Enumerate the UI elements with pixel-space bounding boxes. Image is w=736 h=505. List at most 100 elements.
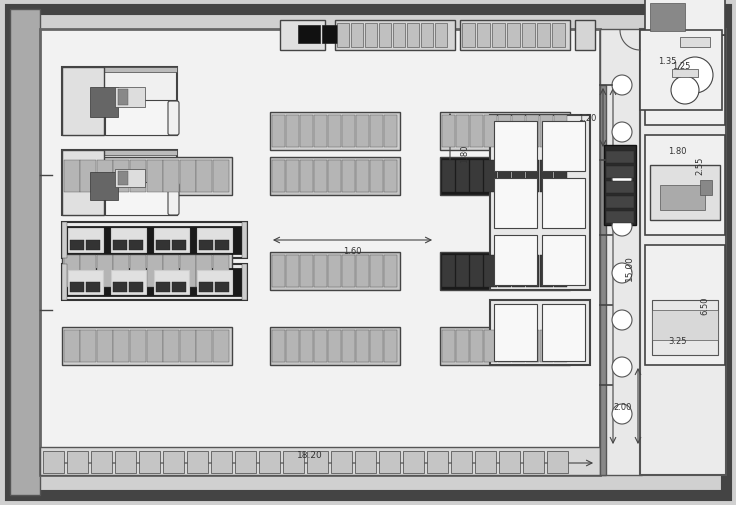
Bar: [542, 235, 585, 285]
Bar: [600, 30, 642, 475]
Bar: [113, 161, 129, 192]
Bar: [700, 181, 712, 195]
Bar: [379, 451, 400, 473]
Bar: [199, 282, 213, 292]
Bar: [196, 161, 212, 192]
Bar: [650, 4, 685, 32]
Bar: [542, 179, 585, 229]
Bar: [118, 172, 128, 186]
Bar: [180, 330, 196, 362]
Bar: [70, 240, 84, 250]
Bar: [522, 24, 535, 48]
Bar: [300, 256, 313, 287]
Bar: [62, 252, 232, 290]
Bar: [115, 88, 145, 108]
Text: 3.25: 3.25: [668, 336, 687, 345]
Bar: [335, 21, 455, 51]
Bar: [300, 116, 313, 147]
Bar: [356, 161, 369, 192]
Bar: [554, 116, 567, 147]
Bar: [156, 282, 170, 292]
Bar: [499, 451, 520, 473]
Bar: [115, 170, 145, 188]
Bar: [484, 330, 497, 362]
Bar: [314, 161, 327, 192]
Bar: [163, 161, 179, 192]
Bar: [154, 271, 189, 294]
Bar: [118, 90, 128, 106]
Bar: [314, 116, 327, 147]
Bar: [64, 330, 80, 362]
Bar: [379, 24, 391, 48]
Bar: [270, 327, 400, 365]
Bar: [97, 330, 113, 362]
Bar: [328, 256, 341, 287]
Bar: [130, 330, 146, 362]
Bar: [470, 256, 483, 287]
Bar: [470, 116, 483, 147]
Bar: [196, 256, 212, 287]
Bar: [62, 223, 67, 259]
Bar: [507, 24, 520, 48]
Bar: [328, 161, 341, 192]
FancyBboxPatch shape: [168, 184, 179, 216]
Circle shape: [612, 264, 632, 283]
Bar: [512, 256, 525, 287]
Bar: [650, 166, 720, 221]
Bar: [606, 196, 634, 209]
Bar: [427, 451, 448, 473]
Bar: [606, 212, 634, 224]
Bar: [242, 223, 247, 259]
Bar: [526, 161, 539, 192]
Bar: [442, 256, 455, 287]
Bar: [147, 161, 163, 192]
Bar: [65, 227, 244, 255]
Bar: [370, 116, 383, 147]
Bar: [259, 451, 280, 473]
Bar: [542, 305, 585, 361]
Bar: [512, 116, 525, 147]
Bar: [113, 330, 129, 362]
Bar: [43, 451, 64, 473]
Bar: [68, 271, 103, 294]
Bar: [498, 256, 511, 287]
Bar: [442, 330, 455, 362]
Text: 1.35: 1.35: [658, 57, 676, 65]
Bar: [554, 256, 567, 287]
Bar: [113, 256, 129, 287]
Bar: [62, 150, 177, 216]
Circle shape: [612, 311, 632, 330]
Bar: [407, 24, 419, 48]
Bar: [365, 24, 377, 48]
Bar: [147, 330, 163, 362]
Bar: [542, 122, 585, 172]
Bar: [139, 451, 160, 473]
Bar: [286, 116, 299, 147]
Bar: [62, 150, 177, 156]
Bar: [328, 330, 341, 362]
Bar: [211, 451, 232, 473]
Bar: [64, 161, 80, 192]
Bar: [606, 167, 634, 179]
Bar: [62, 327, 232, 365]
Bar: [370, 161, 383, 192]
Bar: [606, 152, 634, 164]
Bar: [672, 70, 698, 78]
Bar: [270, 113, 400, 150]
Bar: [540, 330, 553, 362]
Bar: [40, 30, 600, 475]
Bar: [356, 330, 369, 362]
Bar: [512, 161, 525, 192]
Bar: [235, 451, 256, 473]
Bar: [68, 229, 103, 252]
Bar: [384, 116, 397, 147]
Bar: [470, 330, 483, 362]
Bar: [440, 158, 570, 195]
Bar: [10, 10, 40, 495]
Bar: [154, 229, 189, 252]
Bar: [494, 305, 537, 361]
Bar: [456, 116, 469, 147]
Bar: [62, 265, 67, 300]
Bar: [62, 223, 247, 259]
Bar: [163, 256, 179, 287]
